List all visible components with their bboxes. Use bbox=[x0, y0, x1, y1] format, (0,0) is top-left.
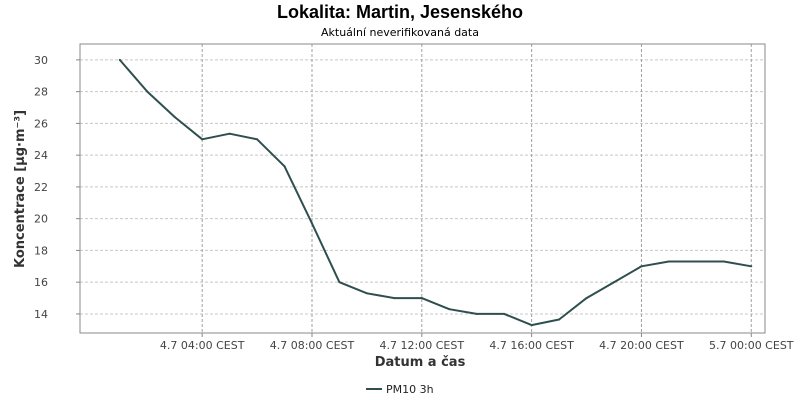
y-tick-label: 24 bbox=[34, 149, 48, 162]
data-point bbox=[530, 324, 533, 327]
data-point bbox=[695, 260, 698, 263]
data-point bbox=[558, 318, 561, 321]
data-point bbox=[612, 281, 615, 284]
data-point bbox=[667, 260, 670, 263]
series-line-pm10 bbox=[119, 59, 752, 327]
x-tick-label: 4.7 16:00 CEST bbox=[489, 339, 574, 352]
x-tick-label: 4.7 12:00 CEST bbox=[380, 339, 465, 352]
grid-lines bbox=[80, 44, 765, 333]
chart-title: Lokalita: Martin, Jesenského bbox=[277, 2, 523, 22]
y-axis-title: Koncentrace [µg·m⁻³] bbox=[13, 110, 28, 268]
data-point bbox=[201, 138, 204, 141]
data-point bbox=[338, 281, 341, 284]
data-point bbox=[146, 90, 149, 93]
data-point bbox=[310, 222, 313, 225]
y-tick-label: 18 bbox=[34, 244, 48, 257]
y-tick-label: 28 bbox=[34, 86, 48, 99]
chart-subtitle: Aktuální neverifikovaná data bbox=[321, 26, 479, 39]
data-point bbox=[283, 165, 286, 168]
x-tick-label: 4.7 20:00 CEST bbox=[599, 339, 684, 352]
data-point bbox=[475, 312, 478, 315]
legend: PM10 3h bbox=[366, 383, 434, 396]
x-axis-title: Datum a čas bbox=[375, 355, 466, 370]
data-point bbox=[503, 312, 506, 315]
data-point bbox=[585, 297, 588, 300]
y-tick-label: 26 bbox=[34, 117, 48, 130]
y-axis: 14 16 18 20 22 24 26 28 30 bbox=[34, 54, 80, 321]
y-tick-label: 16 bbox=[34, 276, 48, 289]
data-point bbox=[750, 265, 753, 268]
data-point bbox=[448, 308, 451, 311]
y-tick-label: 14 bbox=[34, 308, 48, 321]
plot-area bbox=[80, 44, 765, 333]
plot-border bbox=[79, 43, 766, 334]
y-tick-label: 22 bbox=[34, 181, 48, 194]
data-point bbox=[228, 132, 231, 135]
data-point bbox=[173, 116, 176, 119]
y-tick-label: 30 bbox=[34, 54, 48, 67]
y-tick-label: 20 bbox=[34, 213, 48, 226]
data-point bbox=[256, 138, 259, 141]
data-point bbox=[118, 58, 121, 61]
x-tick-label: 4.7 08:00 CEST bbox=[270, 339, 355, 352]
legend-label-pm10: PM10 3h bbox=[386, 383, 434, 396]
series-layer bbox=[118, 58, 753, 327]
data-point bbox=[640, 265, 643, 268]
x-axis: 4.7 04:00 CEST 4.7 08:00 CEST 4.7 12:00 CE… bbox=[160, 333, 794, 352]
data-point bbox=[393, 297, 396, 300]
data-point bbox=[365, 292, 368, 295]
x-tick-label: 4.7 04:00 CEST bbox=[160, 339, 245, 352]
data-point bbox=[420, 297, 423, 300]
data-point bbox=[722, 260, 725, 263]
x-tick-label: 5.7 00:00 CEST bbox=[709, 339, 794, 352]
